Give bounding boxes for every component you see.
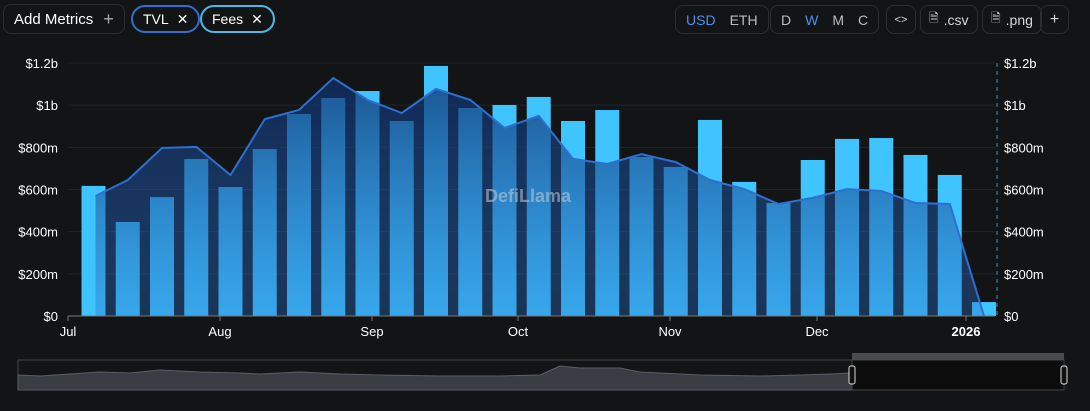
x-axis-tick: 2026 [952, 324, 981, 339]
add-chart-button[interactable]: + [1040, 5, 1069, 34]
chip-tvl[interactable]: TVL ✕ [131, 5, 201, 33]
right-axis-tick: $0 [1004, 309, 1018, 324]
range-brush[interactable] [0, 350, 1090, 410]
brush-drag-handle[interactable] [852, 353, 1064, 360]
tvl-area [95, 78, 984, 316]
plus-icon: + [103, 8, 114, 29]
x-axis-tick: Oct [508, 324, 529, 339]
chart: DefiLlama $0 $0 $200m $200m $400m $400m $600m $… [18, 56, 1044, 339]
right-axis-tick: $1b [1004, 98, 1026, 113]
left-axis-tick: $200m [18, 267, 58, 282]
csv-download-button[interactable]: 🗎 .csv [920, 5, 978, 34]
chip-tvl-label: TVL [143, 11, 169, 27]
close-icon[interactable]: ✕ [251, 10, 263, 27]
tvl-line [95, 76, 985, 317]
brush-selection[interactable] [851, 359, 1065, 391]
interval-w[interactable]: W [805, 11, 819, 28]
watermark: DefiLlama [485, 186, 572, 206]
chip-fees-label: Fees [212, 11, 244, 27]
file-download-icon: 🗎 [991, 11, 1001, 25]
interval-d[interactable]: D [781, 11, 792, 28]
right-axis-tick: $200m [1004, 267, 1044, 282]
currency-toggle: USD ETH [675, 5, 769, 34]
file-download-icon: 🗎 [929, 11, 939, 25]
left-axis-tick: $400m [18, 225, 58, 240]
code-icon: <> [894, 13, 908, 26]
left-axis-tick: $600m [18, 183, 58, 198]
brush-right-handle[interactable] [1060, 365, 1068, 385]
x-axis-tick: Sep [360, 324, 383, 339]
x-axis-tick: Aug [208, 324, 231, 339]
currency-eth[interactable]: ETH [729, 11, 758, 28]
x-axis-tick: Jul [60, 324, 77, 339]
left-axis-tick: $1.2b [25, 56, 58, 71]
left-axis-tick: $1b [36, 98, 58, 113]
left-axis-tick: $800m [18, 140, 58, 155]
currency-usd[interactable]: USD [686, 11, 716, 28]
add-metrics-button[interactable]: Add Metrics + [3, 4, 125, 34]
right-axis-tick: $800m [1004, 140, 1044, 155]
right-axis-tick: $1.2b [1004, 56, 1037, 71]
png-label: .png [1005, 11, 1033, 28]
brush-overview [17, 365, 853, 391]
left-axis-tick: $0 [44, 309, 58, 324]
right-axis-tick: $600m [1004, 183, 1044, 198]
interval-toggle: D W M C [770, 5, 880, 34]
png-download-button[interactable]: 🗎 .png [982, 5, 1042, 34]
interval-c[interactable]: C [858, 11, 869, 28]
x-axis-tick: Nov [658, 324, 682, 339]
interval-m[interactable]: M [832, 11, 845, 28]
add-metrics-label: Add Metrics [14, 10, 94, 28]
embed-button[interactable]: <> [886, 5, 916, 34]
csv-label: .csv [943, 11, 969, 28]
brush-left-handle[interactable] [848, 365, 856, 385]
right-axis-tick: $400m [1004, 225, 1044, 240]
x-axis-tick: Dec [805, 324, 829, 339]
chip-fees[interactable]: Fees ✕ [200, 5, 275, 33]
close-icon[interactable]: ✕ [176, 10, 189, 27]
plus-icon: + [1049, 10, 1060, 28]
